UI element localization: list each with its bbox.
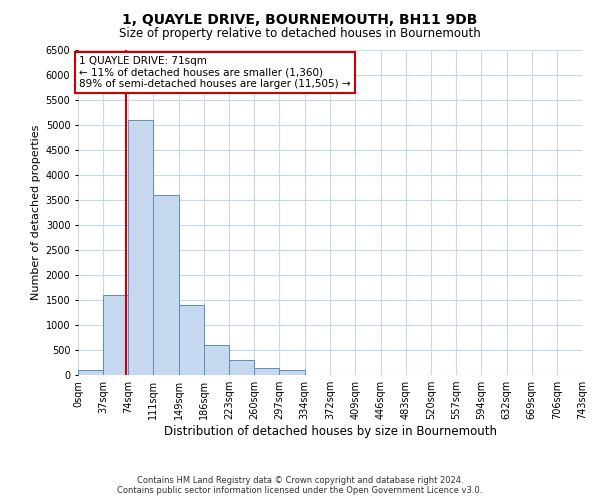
- Bar: [204, 345, 229, 375]
- Bar: [128, 120, 153, 375]
- Bar: [254, 368, 280, 375]
- Bar: [103, 295, 128, 375]
- X-axis label: Distribution of detached houses by size in Bournemouth: Distribution of detached houses by size …: [163, 425, 497, 438]
- Text: Contains HM Land Registry data © Crown copyright and database right 2024.
Contai: Contains HM Land Registry data © Crown c…: [118, 476, 482, 495]
- Bar: [78, 370, 103, 375]
- Bar: [179, 305, 204, 375]
- Bar: [229, 360, 254, 375]
- Text: 1 QUAYLE DRIVE: 71sqm
← 11% of detached houses are smaller (1,360)
89% of semi-d: 1 QUAYLE DRIVE: 71sqm ← 11% of detached …: [79, 56, 351, 89]
- Bar: [280, 370, 305, 375]
- Y-axis label: Number of detached properties: Number of detached properties: [31, 125, 41, 300]
- Bar: [153, 195, 179, 375]
- Text: Size of property relative to detached houses in Bournemouth: Size of property relative to detached ho…: [119, 28, 481, 40]
- Text: 1, QUAYLE DRIVE, BOURNEMOUTH, BH11 9DB: 1, QUAYLE DRIVE, BOURNEMOUTH, BH11 9DB: [122, 12, 478, 26]
